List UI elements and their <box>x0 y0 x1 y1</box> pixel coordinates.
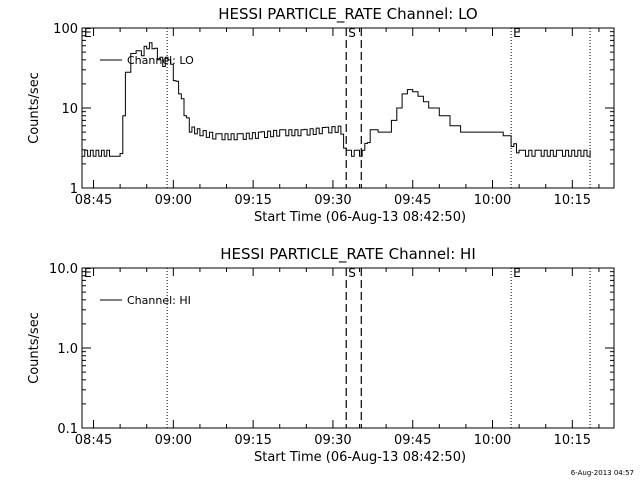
y-tick-label: 1.0 <box>57 342 78 357</box>
marker-label: S <box>348 26 356 40</box>
x-tick-label: 09:00 <box>155 433 192 448</box>
x-tick-label: 10:00 <box>474 193 511 208</box>
plot-frame <box>81 267 615 429</box>
x-tick-label: 10:15 <box>554 433 591 448</box>
legend-label: Channel: LO <box>127 54 194 67</box>
x-tick-label: 09:15 <box>234 433 271 448</box>
chart-panel-1: HESSI PARTICLE_RATE Channel: LO 1 10 100 08:… <box>27 5 615 225</box>
x-tick-label: 09:45 <box>394 433 431 448</box>
x-tick-label: 08:45 <box>75 193 112 208</box>
x-axis-label: Start Time (06-Aug-13 08:42:50) <box>254 450 466 465</box>
x-tick-label: 09:15 <box>234 193 271 208</box>
y-tick-label: 1 <box>70 182 78 197</box>
marker-label: S <box>348 266 356 280</box>
plot-frame <box>81 27 615 189</box>
marker-label: E <box>513 266 521 280</box>
x-tick-label: 08:45 <box>75 433 112 448</box>
x-tick-label: 09:30 <box>314 193 351 208</box>
x-tick-label: 10:00 <box>474 433 511 448</box>
y-tick-label: 10 <box>61 102 78 117</box>
y-tick-label: 0.1 <box>57 422 78 437</box>
chart-title: HESSI PARTICLE_RATE Channel: LO <box>218 5 477 24</box>
chart-title: HESSI PARTICLE_RATE Channel: HI <box>220 245 476 264</box>
marker-label: E <box>84 26 92 40</box>
y-axis-label: Counts/sec <box>27 312 42 384</box>
x-tick-label: 09:45 <box>394 193 431 208</box>
chart-panel-2: HESSI PARTICLE_RATE Channel: HI 0.1 1.0 10.… <box>27 245 615 465</box>
y-tick-label: 10.0 <box>49 262 78 277</box>
x-axis-label: Start Time (06-Aug-13 08:42:50) <box>254 210 466 225</box>
series-line <box>82 42 591 157</box>
y-axis-label: Counts/sec <box>27 72 42 144</box>
marker-label: E <box>84 266 92 280</box>
x-tick-label: 09:30 <box>314 433 351 448</box>
x-tick-label: 09:00 <box>155 193 192 208</box>
marker-label: E <box>513 26 521 40</box>
y-tick-label: 100 <box>53 22 78 37</box>
x-tick-label: 10:15 <box>554 193 591 208</box>
legend-label: Channel: HI <box>127 294 191 307</box>
footer-timestamp: 6-Aug-2013 04:57 <box>570 469 634 477</box>
